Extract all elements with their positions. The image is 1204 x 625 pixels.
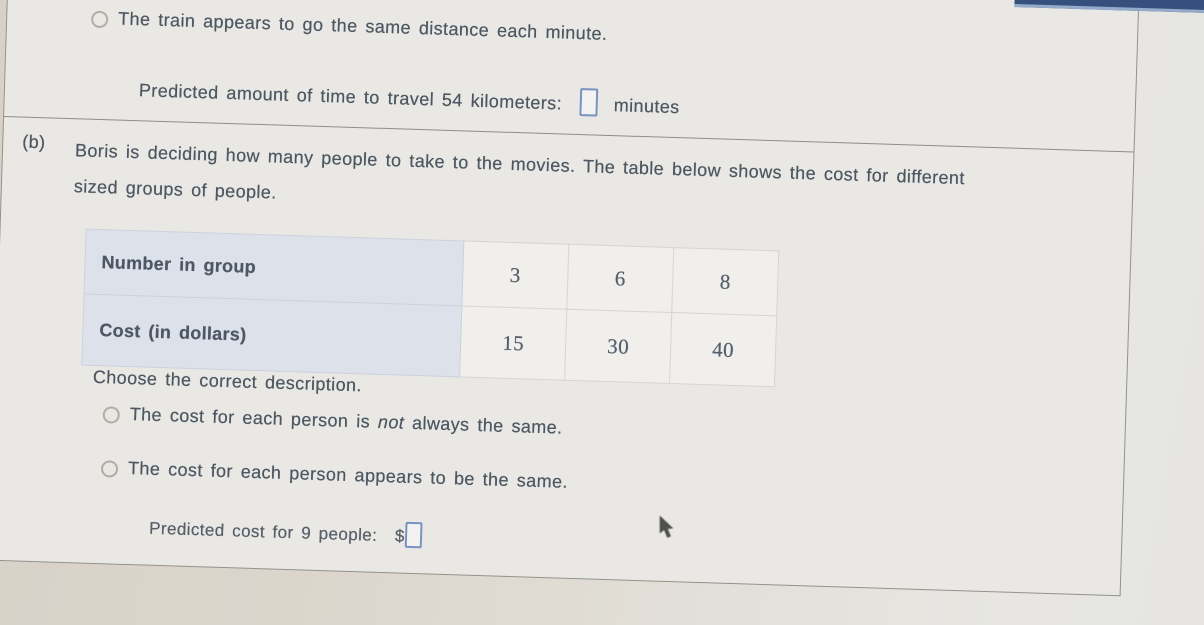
cost-table: Number in group 3 6 8 Cost (in dollars) … bbox=[81, 229, 779, 388]
train-option-label: The train appears to go the same distanc… bbox=[117, 8, 608, 44]
option-row-cost-not-same[interactable]: The cost for each person is not always t… bbox=[102, 403, 563, 438]
row-header-number-in-group: Number in group bbox=[84, 229, 464, 306]
cost-not-same-label: The cost for each person is not always t… bbox=[129, 404, 563, 438]
radio-button-cost-same[interactable] bbox=[100, 460, 119, 478]
cell-cost-30: 30 bbox=[564, 309, 672, 384]
part-b-prompt: Boris is deciding how many people to tak… bbox=[73, 140, 966, 203]
cost-answer-input[interactable] bbox=[404, 521, 423, 549]
cell-group-6: 6 bbox=[566, 244, 674, 313]
cell-group-3: 3 bbox=[461, 240, 569, 310]
predicted-time-label: Predicted amount of time to travel 54 ki… bbox=[138, 80, 563, 114]
cell-cost-40: 40 bbox=[669, 312, 777, 387]
cell-cost-15: 15 bbox=[459, 305, 567, 381]
part-b-label: (b) bbox=[21, 131, 46, 153]
question-panel: The train appears to go the same distanc… bbox=[0, 0, 1140, 597]
row-header-cost: Cost (in dollars) bbox=[81, 294, 462, 377]
cell-group-8: 8 bbox=[671, 247, 779, 316]
radio-button-cost-not-same[interactable] bbox=[102, 406, 121, 424]
time-answer-input[interactable] bbox=[579, 88, 599, 117]
cost-same-label: The cost for each person appears to be t… bbox=[127, 458, 569, 492]
currency-symbol: $ bbox=[394, 526, 406, 546]
predicted-cost-label: Predicted cost for 9 people: bbox=[148, 518, 378, 545]
cursor-arrow-icon bbox=[658, 515, 675, 545]
predicted-time-row: Predicted amount of time to travel 54 ki… bbox=[139, 74, 681, 119]
option-row-cost-same[interactable]: The cost for each person appears to be t… bbox=[100, 457, 569, 493]
predicted-cost-row: Predicted cost for 9 people: $ bbox=[148, 514, 423, 549]
emphasis-not: not bbox=[377, 411, 405, 433]
predicted-time-unit: minutes bbox=[613, 95, 680, 118]
radio-button-train-option[interactable] bbox=[90, 10, 109, 29]
option-row-train[interactable]: The train appears to go the same distanc… bbox=[90, 8, 608, 45]
